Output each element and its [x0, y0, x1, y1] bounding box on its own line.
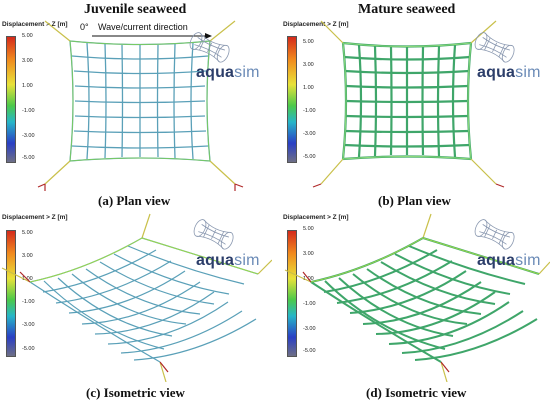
- aquasim-logo-text: aquasim: [477, 64, 541, 82]
- colorbar-tick: 5.00: [303, 226, 314, 232]
- colorbar-tick: -1.00: [22, 299, 35, 305]
- colorbar-tick: -1.00: [22, 108, 35, 114]
- net-mesh-isometric-juvenile: [1, 213, 272, 382]
- aquasim-logo-icon: [193, 219, 234, 250]
- brand-aqua: aqua: [477, 64, 516, 81]
- flow-direction-label: Wave/current direction: [98, 22, 188, 32]
- colorbar-tick: -5.00: [22, 155, 35, 161]
- colorbar-tick: -3.00: [22, 322, 35, 328]
- brand-sim: sim: [234, 64, 260, 81]
- colorbar-title: Displacement > Z [m]: [2, 214, 68, 221]
- colorbar-tick: 5.00: [22, 33, 33, 39]
- panel-d-isometric-view: Displacement > Z [m] 5.00 3.00 1.00 -1.0…: [281, 212, 550, 382]
- brand-aqua: aqua: [196, 64, 235, 81]
- colorbar-tick: 3.00: [303, 62, 314, 68]
- flow-angle-label: 0°: [80, 22, 89, 32]
- caption-a: (a) Plan view: [98, 193, 171, 208]
- aquasim-logo-text: aquasim: [196, 64, 260, 82]
- colorbar-tick: 3.00: [303, 251, 314, 257]
- brand-sim: sim: [234, 252, 260, 269]
- colorbar: [6, 230, 16, 357]
- colorbar-tick: -1.00: [303, 301, 316, 307]
- net-mesh-plan-juvenile: [37, 20, 244, 191]
- aquasim-logo-icon: [474, 219, 515, 250]
- caption-d: (d) Isometric view: [366, 385, 467, 400]
- aquasim-logo-text: aquasim: [196, 252, 260, 270]
- header-juvenile: Juvenile seaweed: [84, 2, 187, 17]
- colorbar: [6, 36, 16, 163]
- colorbar-tick: -3.00: [22, 133, 35, 139]
- colorbar-tick: -1.00: [303, 108, 316, 114]
- colorbar-tick: 5.00: [303, 39, 314, 45]
- brand-aqua: aqua: [196, 252, 235, 269]
- colorbar-tick: 1.00: [22, 83, 33, 89]
- colorbar-tick: 3.00: [22, 253, 33, 259]
- flow-direction-arrow: [92, 33, 212, 39]
- colorbar-tick: 5.00: [22, 230, 33, 236]
- colorbar-tick: 1.00: [303, 85, 314, 91]
- header-mature: Mature seaweed: [358, 2, 456, 17]
- colorbar-tick: -5.00: [303, 154, 316, 160]
- panel-a-plan-view: Displacement > Z [m] 5.00 3.00 1.00 -1.0…: [0, 19, 272, 191]
- caption-c: (c) Isometric view: [86, 385, 185, 400]
- net-mesh-plan-mature: [312, 20, 505, 188]
- caption-b: (b) Plan view: [378, 193, 451, 208]
- colorbar-title: Displacement > Z [m]: [283, 214, 349, 221]
- colorbar-tick: -5.00: [22, 346, 35, 352]
- net-mesh-isometric-mature: [284, 213, 550, 382]
- aquasim-logo-text: aquasim: [477, 252, 541, 270]
- colorbar-tick: -3.00: [303, 326, 316, 332]
- brand-aqua: aqua: [477, 252, 516, 269]
- colorbar: [287, 230, 297, 357]
- panel-c-isometric-view: Displacement > Z [m] 5.00 3.00 1.00 -1.0…: [0, 212, 272, 382]
- colorbar-tick: -3.00: [303, 131, 316, 137]
- colorbar-title: Displacement > Z [m]: [2, 21, 68, 28]
- brand-sim: sim: [515, 252, 541, 269]
- colorbar-tick: 3.00: [22, 58, 33, 64]
- colorbar-title: Displacement > Z [m]: [283, 21, 349, 28]
- panel-b-plan-view: Displacement > Z [m] 5.00 3.00 1.00 -1.0…: [281, 19, 550, 191]
- colorbar: [287, 36, 297, 163]
- colorbar-tick: -5.00: [303, 348, 316, 354]
- brand-sim: sim: [515, 64, 541, 81]
- aquasim-logo-icon: [189, 32, 230, 63]
- aquasim-logo-icon: [474, 32, 515, 63]
